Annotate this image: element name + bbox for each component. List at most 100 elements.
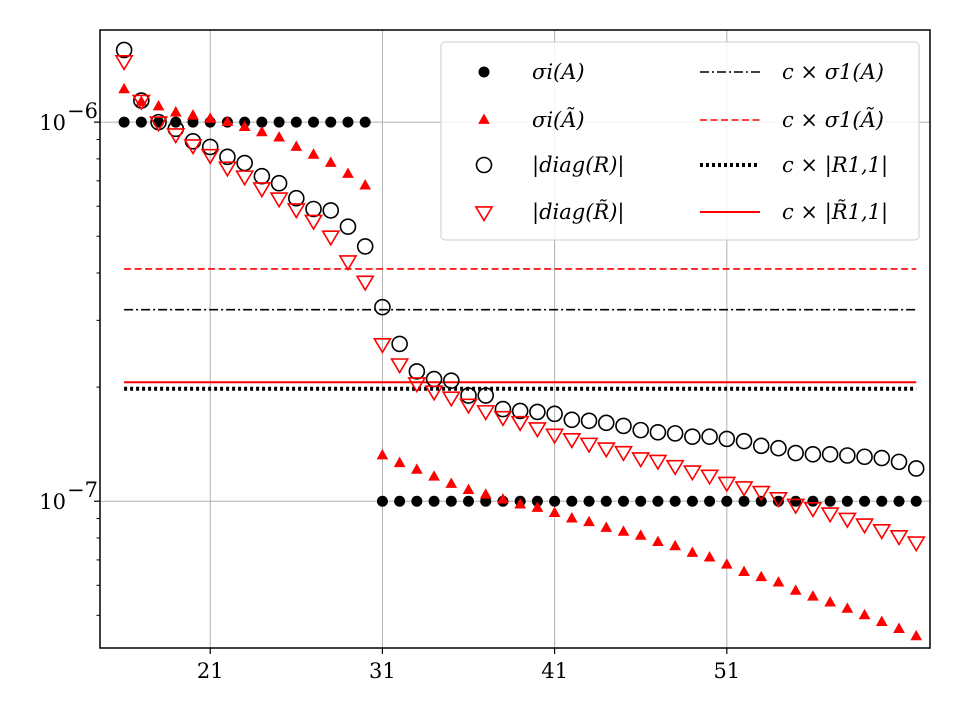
- data-point: [768, 492, 788, 509]
- legend-marker: [478, 66, 490, 78]
- data-point: [890, 453, 908, 471]
- data-point: [686, 546, 699, 557]
- y-tick-label: 10: [39, 111, 66, 135]
- data-point: [803, 502, 823, 519]
- series: [118, 116, 922, 507]
- data-point: [876, 495, 888, 507]
- data-point: [772, 576, 785, 587]
- data-point: [631, 452, 651, 469]
- data-point: [408, 363, 426, 380]
- legend-label: σi(A): [532, 60, 585, 84]
- data-point: [580, 412, 598, 430]
- data-point: [770, 439, 787, 457]
- data-point: [807, 495, 819, 507]
- data-point: [325, 116, 337, 128]
- data-point: [390, 358, 410, 375]
- data-point: [514, 498, 527, 509]
- data-point: [907, 460, 925, 477]
- data-point: [494, 400, 512, 418]
- data-point: [269, 192, 289, 209]
- data-point: [376, 495, 388, 507]
- data-point: [837, 512, 857, 529]
- data-point: [652, 495, 664, 507]
- data-point: [445, 495, 457, 507]
- data-point: [359, 179, 372, 190]
- data-point: [290, 116, 302, 128]
- data-point: [286, 203, 306, 220]
- data-point: [290, 140, 303, 151]
- data-point: [200, 148, 220, 165]
- data-point: [700, 469, 720, 486]
- data-point: [669, 495, 681, 507]
- data-point: [893, 622, 905, 633]
- data-point: [669, 539, 681, 551]
- data-point: [410, 463, 423, 474]
- data-point: [824, 596, 836, 607]
- data-point: [787, 444, 804, 462]
- data-point: [617, 495, 629, 507]
- data-point: [635, 495, 647, 507]
- data-point: [305, 200, 322, 218]
- data-point: [565, 512, 578, 523]
- data-point: [682, 465, 702, 482]
- data-point: [596, 442, 616, 459]
- data-point: [872, 524, 892, 540]
- data-point: [858, 608, 871, 620]
- data-point: [856, 448, 873, 466]
- data-point: [376, 449, 389, 460]
- data-point: [859, 495, 871, 507]
- data-point: [393, 456, 406, 468]
- data-point: [841, 602, 854, 613]
- data-point: [252, 182, 272, 199]
- x-tick-label: 51: [713, 659, 740, 683]
- data-point: [704, 495, 716, 507]
- data-point: [307, 148, 320, 159]
- data-point: [634, 529, 647, 540]
- data-point: [407, 377, 427, 394]
- data-point: [839, 447, 856, 464]
- data-point: [790, 495, 802, 507]
- data-point: [477, 387, 495, 404]
- data-point: [424, 385, 444, 402]
- data-point: [359, 116, 371, 128]
- data-point: [734, 481, 754, 498]
- x-tick-label: 21: [197, 659, 224, 683]
- data-point: [118, 116, 130, 128]
- data-point: [583, 495, 595, 507]
- data-point: [459, 398, 478, 415]
- data-point: [169, 106, 182, 117]
- data-point: [493, 410, 513, 427]
- data-point: [820, 507, 840, 524]
- data-point: [304, 214, 324, 231]
- data-point: [135, 116, 147, 128]
- data-point: [256, 125, 268, 137]
- legend-marker: [475, 156, 493, 174]
- data-point: [118, 82, 130, 94]
- series: [115, 41, 925, 477]
- data-point: [511, 402, 529, 420]
- legend-box: [440, 41, 920, 241]
- data-point: [529, 403, 546, 421]
- data-point: [308, 116, 320, 128]
- y-tick-exponent: −6: [67, 99, 98, 123]
- data-point: [442, 372, 460, 389]
- data-point: [356, 238, 374, 255]
- data-point: [597, 414, 615, 432]
- data-point: [751, 485, 771, 502]
- data-point: [600, 495, 612, 507]
- data-point: [562, 433, 582, 449]
- data-point: [476, 405, 496, 422]
- x-tick-label: 31: [369, 659, 396, 683]
- y-tick-label: 10: [39, 490, 66, 514]
- data-point: [893, 495, 905, 507]
- data-point: [684, 428, 701, 445]
- data-point: [703, 551, 716, 562]
- data-point: [752, 437, 770, 455]
- data-point: [131, 94, 151, 111]
- data-point: [441, 391, 461, 408]
- data-point: [701, 428, 718, 445]
- data-point: [445, 477, 458, 488]
- data-point: [875, 615, 888, 626]
